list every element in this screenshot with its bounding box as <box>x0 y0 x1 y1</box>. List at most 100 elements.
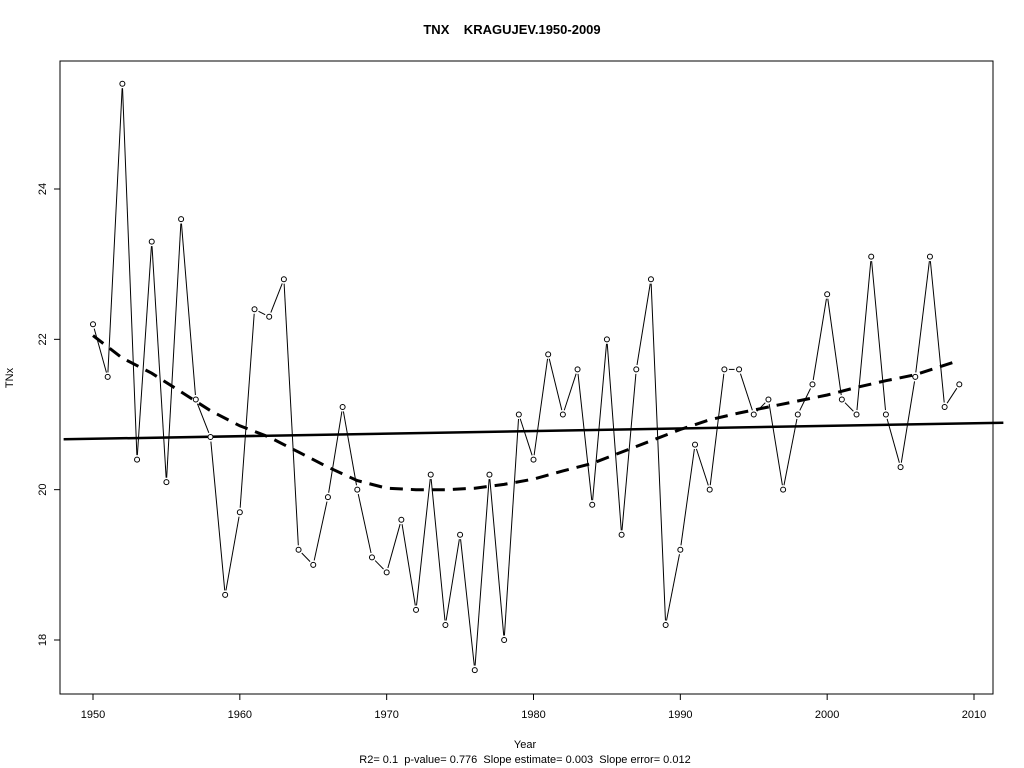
series-segment <box>650 283 666 621</box>
series-segment <box>871 261 886 411</box>
data-point <box>354 486 361 493</box>
data-point <box>706 486 713 493</box>
stats-footnote: R2= 0.1 p-value= 0.776 Slope estimate= 0… <box>359 754 691 766</box>
series-segment <box>258 310 266 316</box>
series-segment <box>151 246 167 478</box>
series-segment <box>856 261 872 411</box>
data-point <box>692 441 699 448</box>
series-segment <box>301 552 311 562</box>
data-point <box>457 531 464 538</box>
x-tick-label: 1960 <box>228 709 252 721</box>
x-tick-label: 1980 <box>521 709 545 721</box>
series-segment <box>503 418 520 636</box>
data-point <box>427 471 434 478</box>
data-point <box>324 494 331 501</box>
series-segment <box>900 381 916 463</box>
series-segment <box>283 283 299 546</box>
data-point <box>677 546 684 553</box>
data-point <box>589 501 596 508</box>
y-tick-label: 24 <box>37 183 49 195</box>
series-segment <box>929 261 945 403</box>
data-point <box>882 411 889 418</box>
data-point <box>471 667 478 674</box>
series-segment <box>636 283 651 366</box>
series-segment <box>313 501 328 561</box>
data-point <box>339 403 346 410</box>
y-axis: 18 20 22 24 <box>37 183 60 646</box>
data-point <box>941 403 948 410</box>
series-segment <box>225 516 240 591</box>
data-point <box>897 464 904 471</box>
data-point <box>501 637 508 643</box>
smooth-trend-line <box>92 334 960 492</box>
data-point <box>956 381 963 388</box>
x-tick-label: 1970 <box>374 709 398 721</box>
linear-trend-line <box>63 421 1004 441</box>
series-segment <box>577 373 593 501</box>
data-point <box>134 456 141 463</box>
data-point <box>794 411 801 418</box>
data-point <box>413 606 420 613</box>
data-point <box>236 509 243 516</box>
series-segment <box>533 358 549 456</box>
data-point <box>824 291 831 298</box>
series-segment <box>401 524 416 606</box>
series-segment <box>270 283 283 313</box>
linear-trend <box>63 421 1004 441</box>
series-segment <box>239 313 255 508</box>
series-segment <box>342 411 358 486</box>
series-segment <box>844 402 854 412</box>
data-point <box>618 531 625 538</box>
x-axis: 1950 1960 1970 1980 1990 2000 2010 <box>81 694 986 721</box>
data-point <box>545 351 552 358</box>
data-point <box>853 411 860 418</box>
series-segment <box>592 343 608 501</box>
x-tick-label: 2010 <box>962 709 986 721</box>
series-segment <box>489 479 505 636</box>
data-point <box>383 569 390 576</box>
x-tick-label: 1990 <box>668 709 692 721</box>
series-segment <box>812 298 827 381</box>
series-segment <box>606 343 622 531</box>
data-point <box>721 366 728 373</box>
data-point <box>192 396 199 403</box>
series-segment <box>519 418 533 456</box>
data-point <box>295 546 302 553</box>
data-point <box>647 276 654 283</box>
data-point <box>662 621 669 628</box>
data-point <box>398 516 405 523</box>
data-point <box>515 411 522 418</box>
data-point <box>163 479 170 486</box>
series-segment <box>122 88 138 456</box>
data-point <box>90 321 96 328</box>
data-point <box>780 486 787 493</box>
data-point <box>207 434 214 441</box>
series-segment <box>387 523 401 569</box>
x-tick-label: 1950 <box>81 709 105 721</box>
series-segment <box>196 403 210 434</box>
data-point <box>736 366 743 373</box>
data-point <box>750 411 757 418</box>
series-segment <box>756 402 766 412</box>
series-segment <box>915 261 930 373</box>
series-segment <box>827 298 842 396</box>
series-segment <box>460 539 475 666</box>
plot-frame <box>59 60 994 695</box>
data-point <box>280 276 287 283</box>
y-tick-label: 20 <box>37 484 49 496</box>
data-point <box>809 381 816 388</box>
series-segment <box>166 223 182 478</box>
series-segment <box>946 387 958 404</box>
series-segment <box>563 373 577 411</box>
data-point <box>222 591 229 598</box>
x-axis-label: Year <box>513 739 537 751</box>
series-segment <box>768 403 783 486</box>
y-axis-label: TNx <box>4 367 16 389</box>
data-point <box>530 456 537 463</box>
data-point <box>148 238 155 245</box>
series-segment <box>739 373 753 411</box>
data-point <box>868 253 875 260</box>
series-segment <box>210 441 226 591</box>
data-point <box>765 396 772 403</box>
